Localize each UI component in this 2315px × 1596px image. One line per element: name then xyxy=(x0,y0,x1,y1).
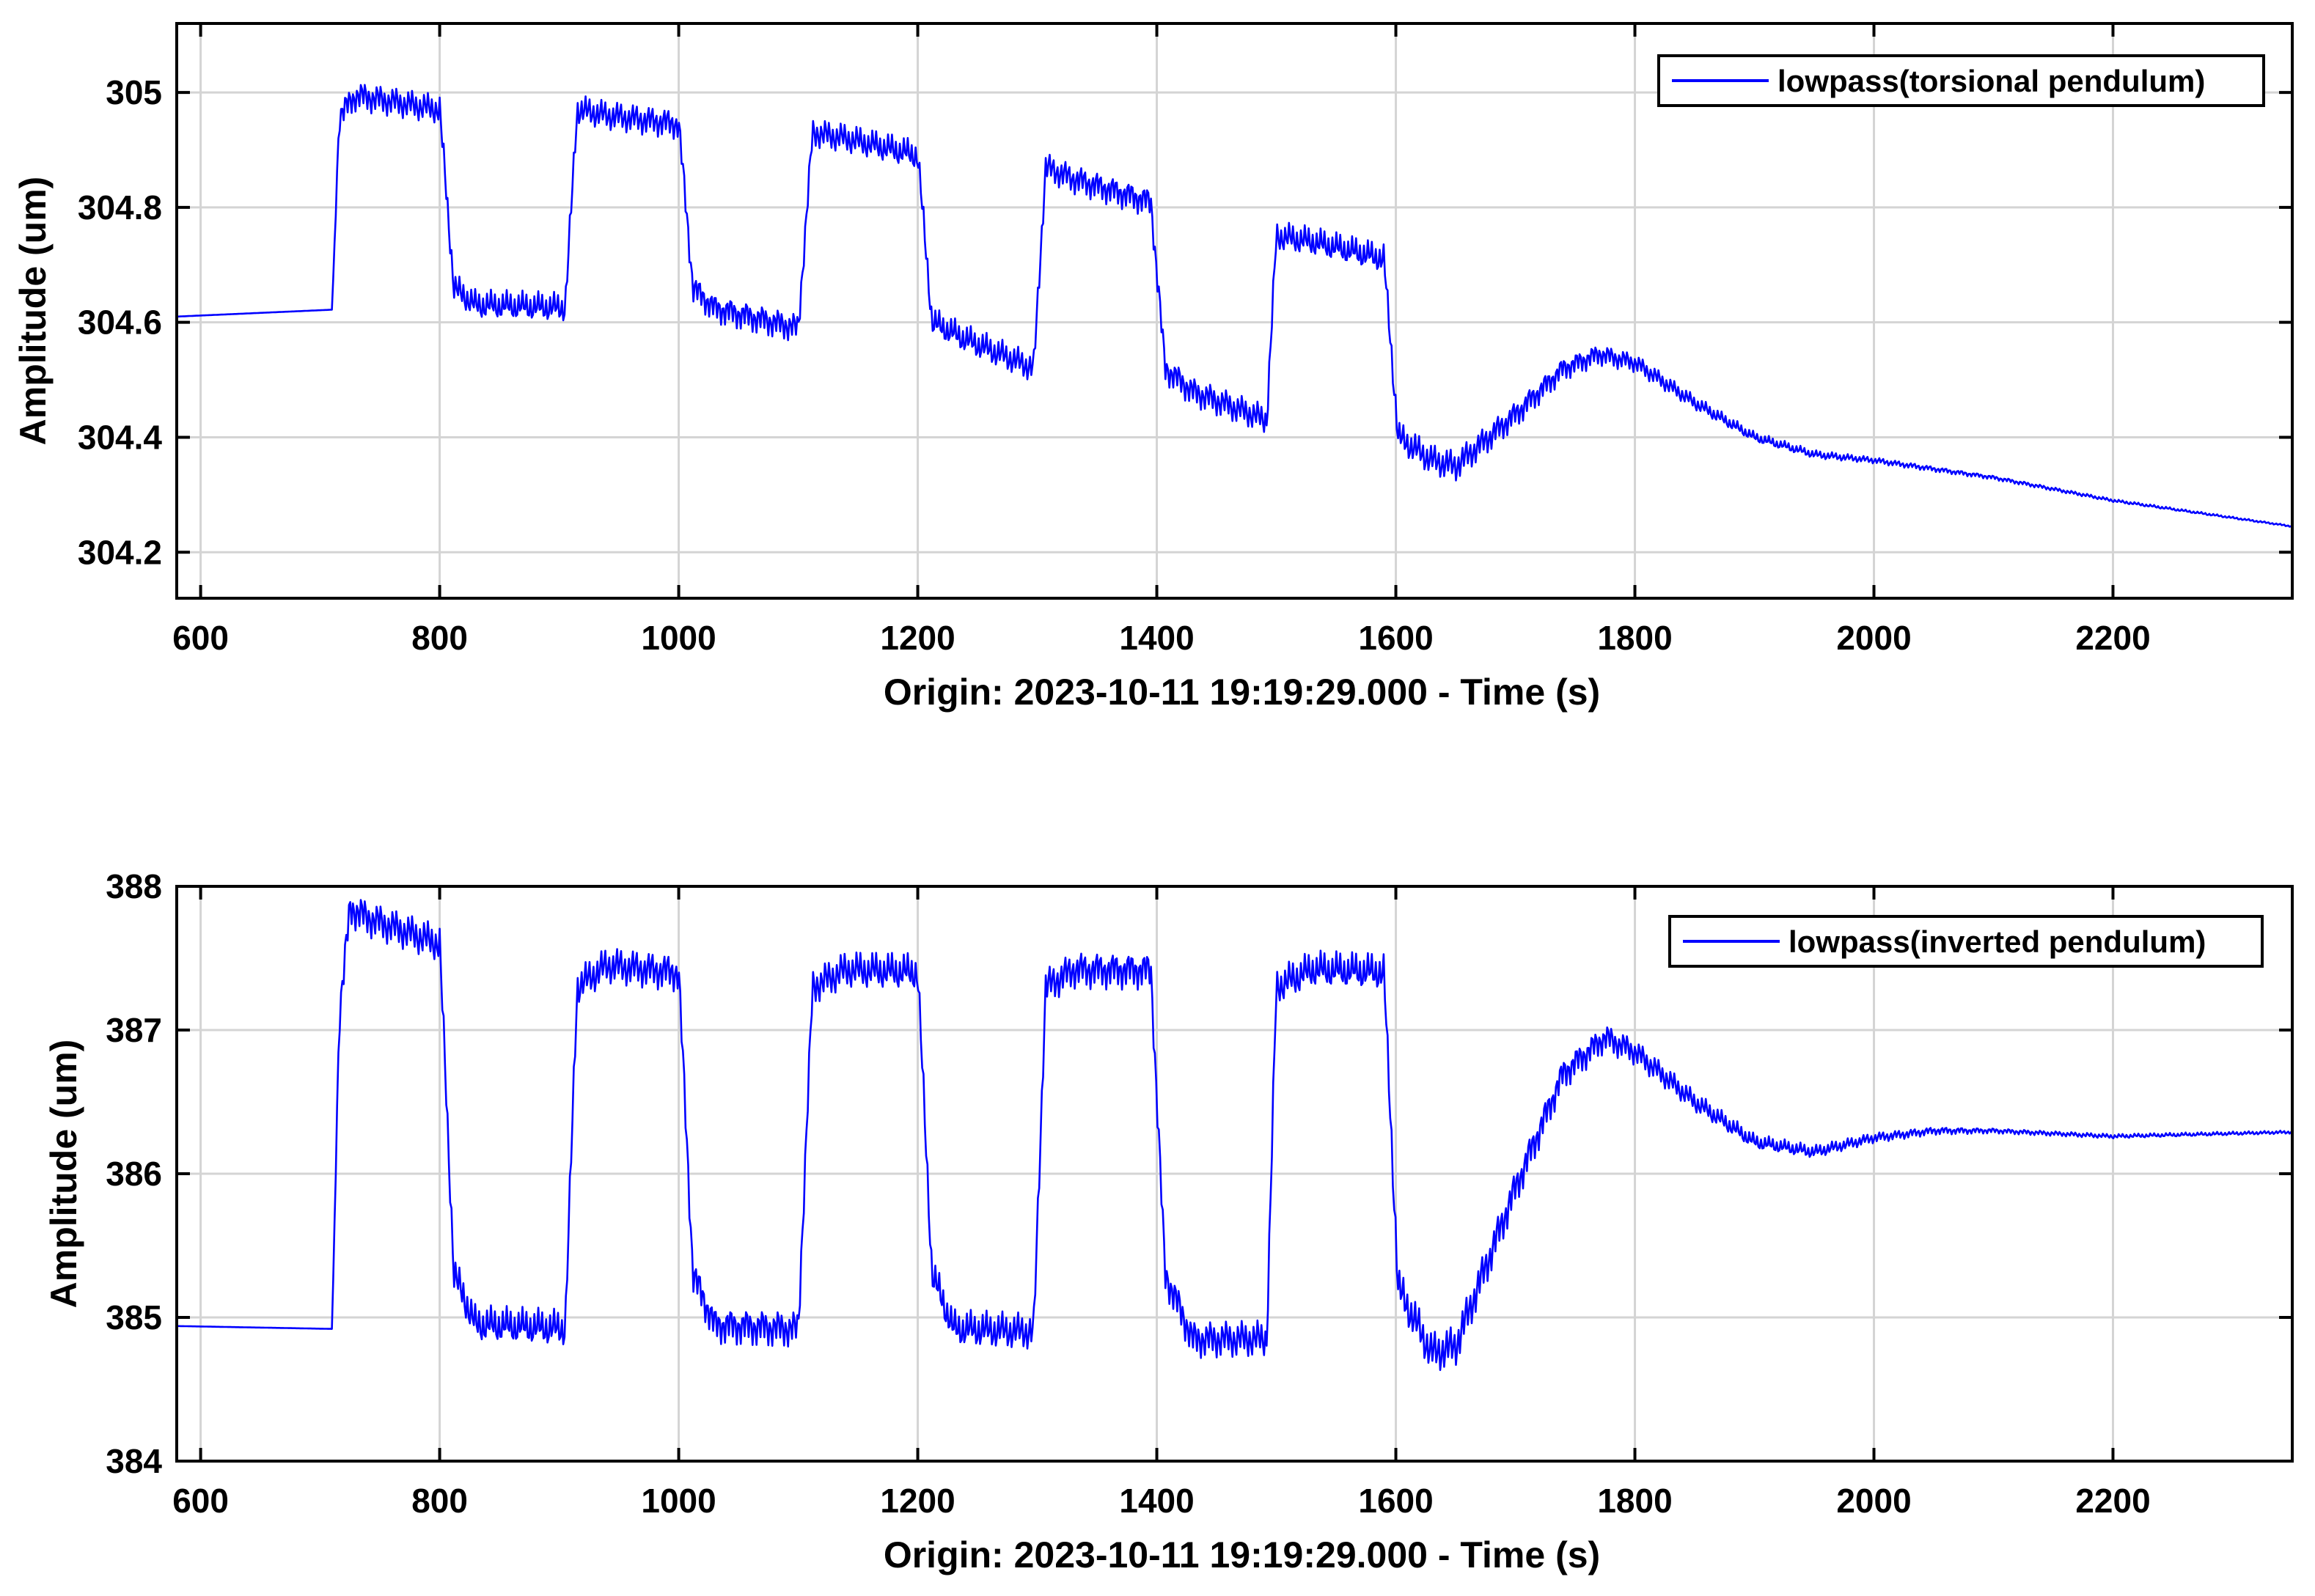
x-axis-label: Origin: 2023-10-11 19:19:29.000 - Time (… xyxy=(884,672,1600,713)
x-tick-label: 600 xyxy=(172,1482,229,1520)
x-tick-label: 1800 xyxy=(1597,1482,1672,1520)
y-axis-label: Amplitude (um) xyxy=(43,1040,84,1309)
x-tick-label: 2200 xyxy=(2075,1482,2150,1520)
chart-panel-1: 600 800 1000 1200 1400 1600 1800 2000 2200 304.2 3… xyxy=(12,22,2294,713)
y-tick-label: 304.6 xyxy=(78,304,162,342)
legend: lowpass(inverted pendulum) xyxy=(1668,915,2264,968)
x-tick-label: 1200 xyxy=(880,1482,955,1520)
series-line-1 xyxy=(177,899,2292,1372)
x-tick-label: 2000 xyxy=(1836,1482,1911,1520)
x-tick-label: 1400 xyxy=(1119,619,1194,657)
y-tick-label: 304.2 xyxy=(78,533,162,571)
x-tick-label: 2000 xyxy=(1836,619,1911,657)
legend-entry: lowpass(inverted pendulum) xyxy=(1788,924,2206,959)
y-tick-label: 384 xyxy=(106,1442,162,1480)
y-tick-label: 305 xyxy=(106,73,162,111)
y-tick-label: 388 xyxy=(106,867,162,905)
panels: 600 800 1000 1200 1400 1600 1800 2000 2200 304.2 3… xyxy=(12,22,2294,1575)
legend: lowpass(torsional pendulum) xyxy=(1657,54,2265,107)
x-tick-label: 800 xyxy=(411,1482,468,1520)
x-tick-label: 1600 xyxy=(1358,619,1433,657)
x-tick-label: 800 xyxy=(411,619,468,657)
x-tick-label: 1200 xyxy=(880,619,955,657)
axes-frame xyxy=(175,22,2294,600)
y-tick-label: 304.4 xyxy=(78,418,163,456)
y-tick-label: 385 xyxy=(106,1298,162,1336)
x-tick-label: 2200 xyxy=(2075,619,2150,657)
y-axis-label: Amplitude (um) xyxy=(12,177,54,446)
x-axis-label: Origin: 2023-10-11 19:19:29.000 - Time (… xyxy=(884,1534,1600,1575)
x-tick-label: 1600 xyxy=(1358,1482,1433,1520)
x-tick-label: 1000 xyxy=(641,619,716,657)
legend-entry: lowpass(torsional pendulum) xyxy=(1777,64,2205,98)
y-tick-label: 386 xyxy=(106,1155,162,1193)
y-tick-label: 387 xyxy=(106,1011,162,1049)
chart-panel-2: 600 800 1000 1200 1400 1600 1800 2000 2200 384 385… xyxy=(43,867,2294,1575)
x-tick-label: 600 xyxy=(172,619,229,657)
y-tick-label: 304.8 xyxy=(78,188,162,227)
x-tick-label: 1400 xyxy=(1119,1482,1194,1520)
x-tick-label: 1800 xyxy=(1597,619,1672,657)
series-line-1 xyxy=(177,84,2292,528)
x-tick-label: 1000 xyxy=(641,1482,716,1520)
